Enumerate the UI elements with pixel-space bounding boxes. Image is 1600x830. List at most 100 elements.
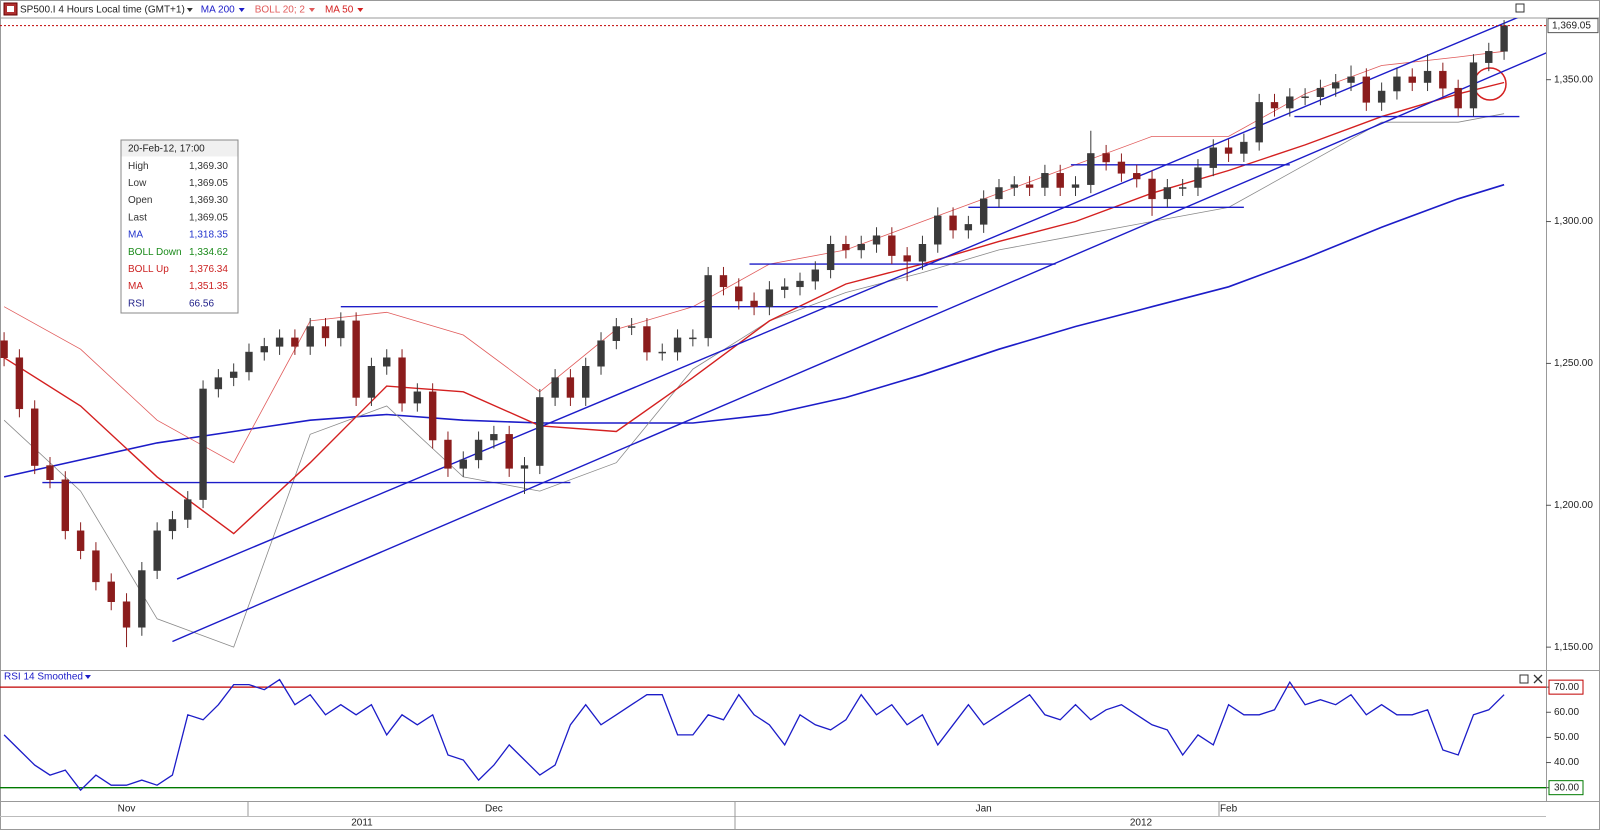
indicator-label[interactable]: MA 200: [201, 5, 235, 16]
candle-body: [872, 235, 881, 245]
candle-body: [1087, 153, 1095, 185]
candle-body: [1071, 184, 1080, 188]
x-tick-label: Dec: [485, 804, 503, 815]
moving-average: [3, 183, 1505, 478]
maximize-button[interactable]: [1515, 3, 1525, 13]
info-label: Open: [128, 195, 152, 206]
candle-body: [1133, 173, 1141, 180]
candle-body: [92, 550, 100, 583]
y-tick-label: 1,350.00: [1554, 74, 1593, 85]
candle-body: [612, 326, 621, 341]
candle-body: [750, 300, 758, 307]
candle-body: [413, 391, 422, 404]
year-label: 2012: [1130, 818, 1153, 829]
year-label: 2011: [351, 818, 373, 829]
dropdown-arrow[interactable]: [357, 8, 364, 12]
candle-body: [673, 337, 682, 353]
info-label: MA: [128, 230, 143, 241]
candle-body: [1194, 167, 1202, 188]
candle-body: [1148, 178, 1156, 200]
candle-body: [735, 286, 743, 302]
moving-average: [3, 81, 1505, 535]
info-box: [120, 139, 239, 314]
candle-body: [1332, 82, 1340, 89]
candle-body: [122, 601, 131, 628]
candle-body: [781, 286, 789, 290]
candle-body: [0, 340, 8, 358]
candle-body: [306, 326, 314, 347]
candle-body: [1041, 173, 1049, 188]
level-box: [1548, 679, 1584, 695]
candle-body: [398, 357, 406, 404]
candle-body: [1439, 70, 1447, 89]
candle-body: [367, 365, 376, 398]
info-value: 1,334.62: [189, 247, 228, 258]
last-price-box: [1547, 18, 1599, 34]
candle-body: [1485, 51, 1493, 63]
candle-body: [1240, 141, 1248, 154]
candle-body: [459, 459, 467, 469]
y-tick-label: 60.00: [1554, 707, 1579, 718]
candle-body: [1025, 184, 1034, 188]
candle-body: [888, 235, 896, 256]
y-tick-label: 1,300.00: [1554, 216, 1593, 227]
candle-body: [1362, 76, 1371, 103]
candle-body: [31, 408, 39, 466]
candle-body: [689, 337, 697, 340]
dropdown-arrow[interactable]: [238, 8, 245, 12]
info-box-header: [121, 140, 238, 157]
candle-body: [474, 439, 483, 461]
info-value: 1,369.05: [189, 178, 228, 189]
trendline: [172, 52, 1546, 643]
info-value: 1,376.34: [189, 264, 228, 275]
info-label: Last: [128, 212, 147, 223]
candle-body: [536, 397, 544, 466]
candle-body: [811, 269, 819, 282]
info-value: 66.56: [189, 298, 214, 309]
candle-body: [214, 377, 223, 390]
x-tick-label: Feb: [1220, 804, 1238, 815]
x-tick-label: Nov: [118, 804, 136, 815]
dropdown-arrow[interactable]: [308, 8, 315, 12]
candle-body: [704, 275, 712, 339]
candle-body: [582, 365, 590, 398]
candle-body: [658, 351, 666, 354]
candle-body: [566, 377, 575, 398]
candle-body: [1102, 153, 1110, 163]
symbol-icon-inner: [7, 6, 14, 12]
candle-body: [1347, 76, 1355, 83]
candle-body: [1469, 62, 1478, 109]
maximize-button[interactable]: [1519, 674, 1529, 684]
indicator-label[interactable]: BOLL 20; 2: [255, 5, 306, 16]
price-plot: [0, 18, 1546, 648]
rsi-line: [3, 678, 1505, 792]
candle-body: [1316, 87, 1325, 97]
candle-body: [138, 570, 146, 628]
dropdown-arrow[interactable]: [84, 675, 91, 679]
symbol-label[interactable]: SP500.I 4 Hours Local time (GMT+1): [20, 5, 185, 16]
dropdown-arrow[interactable]: [186, 8, 193, 12]
candle-body: [857, 243, 865, 251]
candle-body: [979, 198, 988, 225]
candle-body: [1255, 102, 1263, 143]
y-tick-label: 1,200.00: [1554, 500, 1593, 511]
candle-body: [1117, 161, 1126, 174]
info-label: High: [128, 161, 149, 172]
candle-body: [291, 337, 299, 347]
indicator-label[interactable]: MA 50: [325, 5, 354, 16]
candle-body: [76, 530, 85, 551]
candle-body: [1209, 147, 1217, 168]
rsi-plot: [0, 678, 1546, 792]
info-label: MA: [128, 281, 143, 292]
close-button[interactable]: [1533, 674, 1543, 684]
candle-body: [627, 326, 636, 328]
candle-body: [260, 346, 268, 353]
y-tick-label: 30.00: [1554, 782, 1579, 793]
candle-body: [1178, 187, 1187, 189]
level-box: [1548, 780, 1584, 796]
candle-body: [918, 243, 927, 262]
y-tick-label: 50.00: [1554, 732, 1579, 743]
candle-body: [1163, 187, 1172, 200]
rsi-title[interactable]: RSI 14 Smoothed: [4, 672, 83, 683]
